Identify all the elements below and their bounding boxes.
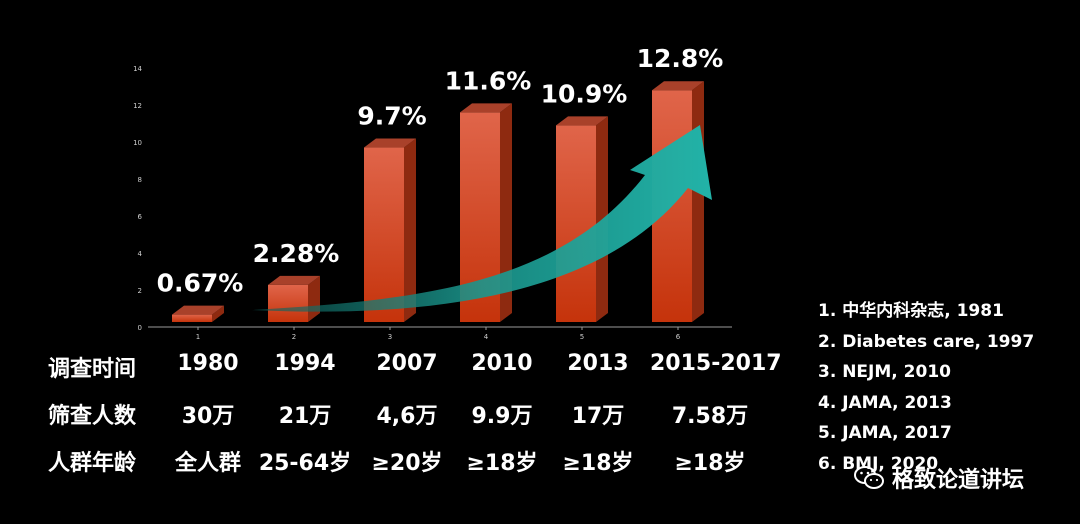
bar-top [364,138,416,148]
watermark-text: 格致论道讲坛 [892,468,1025,493]
data-label: 9.7% [357,102,426,131]
reference-item: 4. JAMA, 2013 [818,392,952,413]
table-cell: 25-64岁 [258,451,352,476]
bar-side [500,103,512,323]
reference-item: 5. JAMA, 2017 [818,423,952,443]
x-tick-label: 3 [388,333,392,341]
data-label: 2.28% [253,239,340,268]
data-label: 12.8% [637,44,724,73]
reference-item: 3. NEJM, 2010 [818,362,951,382]
bar-top [268,275,320,285]
bar [364,138,416,322]
bar-top [652,81,704,91]
table-row-label: 人群年龄 [48,451,137,476]
x-tick-label: 6 [676,333,681,341]
table-cell: ≥18岁 [674,451,746,476]
x-tick-label: 2 [292,333,296,341]
table-cell: 全人群 [174,451,241,476]
data-label: 10.9% [541,79,628,108]
bar-side [404,138,416,322]
table-cell: 1980 [177,351,239,376]
y-tick-label: 10 [133,139,142,147]
table-row-label: 调查时间 [48,357,137,382]
y-tick-label: 8 [138,176,142,184]
table-cell: ≥18岁 [466,451,538,476]
table-row-label: 筛查人数 [48,404,137,429]
table-cell: 2007 [376,351,438,376]
bar-front [172,314,212,322]
bar [172,305,224,322]
reference-item: 2. Diabetes care, 1997 [818,331,1035,352]
reference-item: 6. BMJ, 2020 [818,453,939,474]
bar-front [268,284,308,322]
x-tick-label: 4 [484,333,489,341]
data-label: 11.6% [445,66,532,95]
bar-side [692,81,704,322]
bar-front [364,147,404,322]
bar-front [556,125,596,322]
x-tick-label: 1 [196,333,200,341]
x-tick-label: 5 [580,333,584,341]
trend-arrow [252,125,712,312]
table-cell: 4,6万 [376,404,438,429]
table-cell: 2013 [567,351,629,376]
table-cell: 17万 [571,404,625,429]
table-cell: 21万 [278,404,332,429]
bar [556,116,608,322]
table-cell: 30万 [181,404,235,429]
table-cell: ≥20岁 [371,451,443,476]
data-label: 0.67% [157,269,244,298]
y-tick-label: 2 [138,287,142,295]
bar-top [460,103,512,113]
bar [268,275,320,322]
y-tick-label: 14 [133,65,142,73]
y-tick-label: 12 [133,102,142,110]
y-tick-label: 6 [138,213,143,221]
table-cell: 1994 [274,351,336,376]
table-cell: ≥18岁 [562,451,634,476]
y-tick-label: 4 [138,250,143,258]
watermark: 格致论道讲坛 [854,462,1024,494]
bar-top [172,305,224,315]
bar-side [596,116,608,322]
bar-side [212,305,224,322]
reference-list: 1. 中华内科杂志, 1981 2. Diabetes care, 1997 3. … [818,296,1034,479]
reference-item: 1. 中华内科杂志, 1981 [818,301,1004,321]
table-cell: 2010 [471,351,533,376]
table-cell: 9.9万 [471,404,533,429]
y-tick-label: 0 [138,324,142,332]
wechat-icon [854,466,884,489]
bar-top [556,116,608,126]
table-cell: 7.58万 [671,404,749,429]
table-cell: 2015-2017 [650,351,782,376]
